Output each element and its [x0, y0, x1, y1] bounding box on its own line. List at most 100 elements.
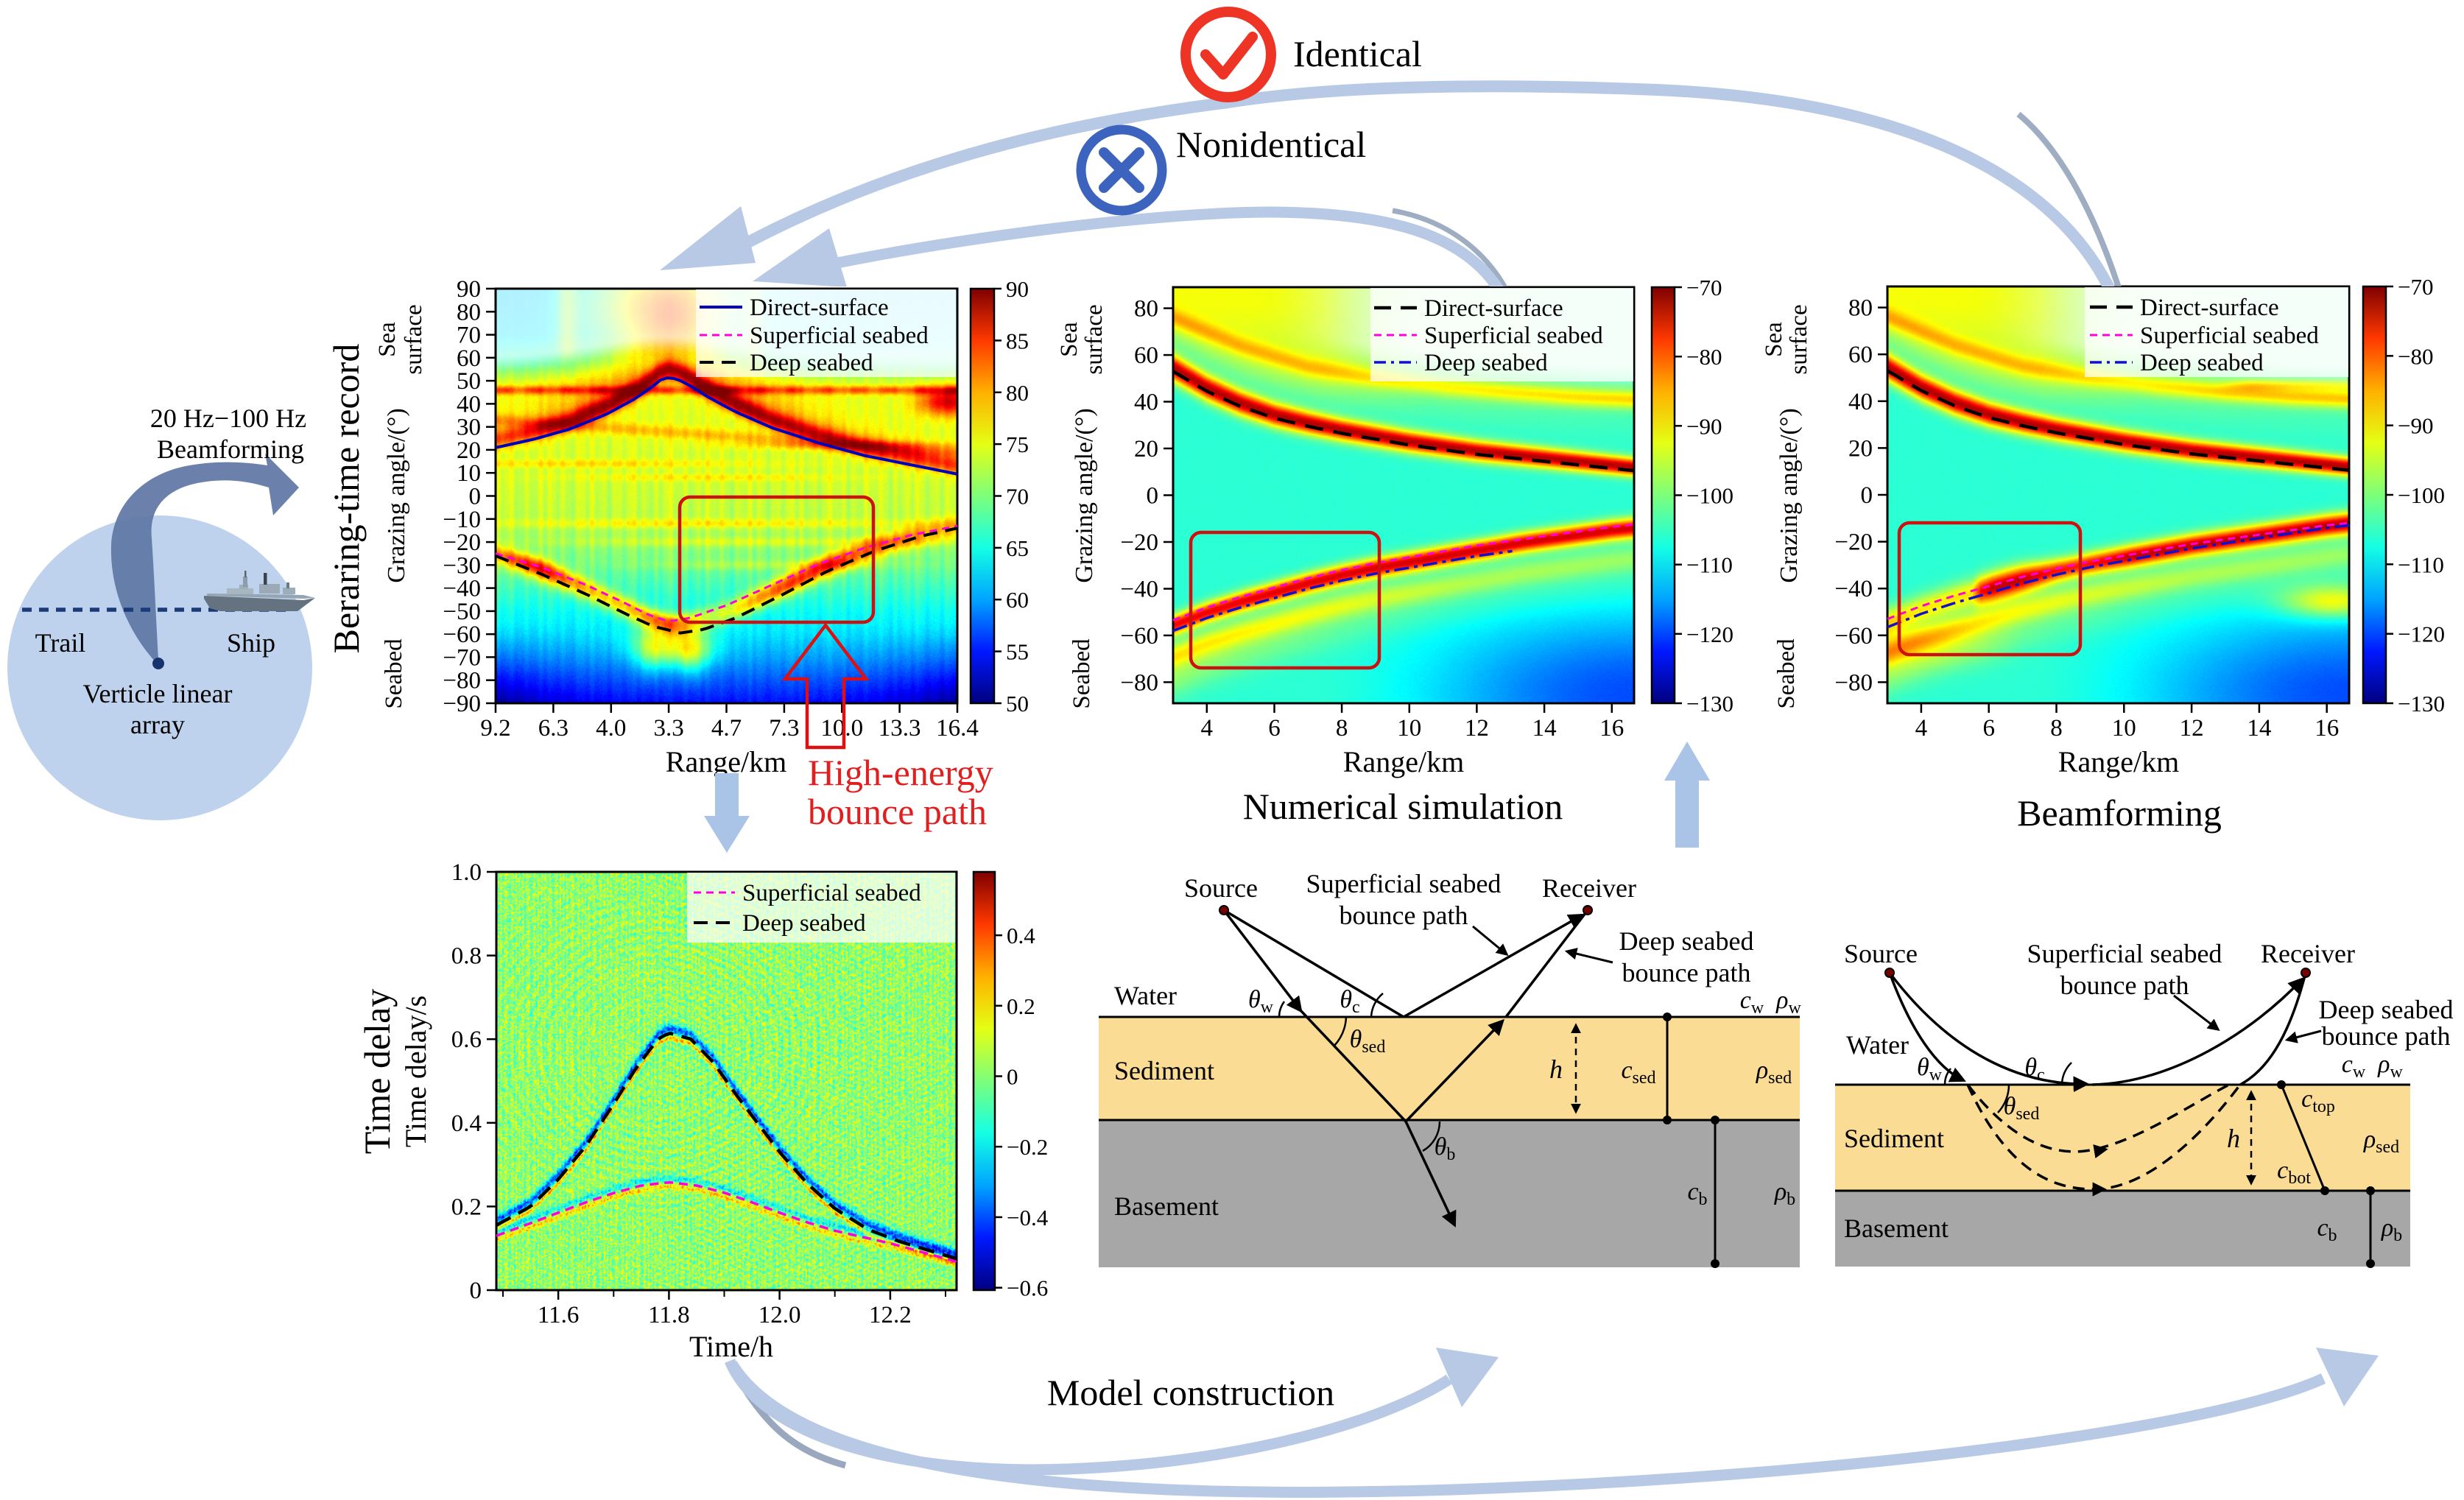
svg-text:85: 85	[1006, 328, 1029, 353]
svg-text:Nonidentical: Nonidentical	[1176, 124, 1366, 165]
svg-text:Water: Water	[1846, 1030, 1909, 1060]
svg-text:40: 40	[457, 391, 481, 418]
svg-text:−120: −120	[1686, 622, 1733, 647]
svg-text:Water: Water	[1114, 981, 1177, 1010]
svg-text:Grazing angle/(°): Grazing angle/(°)	[1071, 408, 1098, 582]
svg-text:0.2: 0.2	[1007, 993, 1035, 1019]
svg-text:30: 30	[457, 415, 481, 441]
svg-text:50: 50	[1006, 691, 1029, 716]
svg-text:50: 50	[457, 368, 481, 395]
svg-text:Deep seabed: Deep seabed	[1424, 350, 1548, 376]
svg-text:−80: −80	[1834, 669, 1873, 696]
svg-text:20: 20	[1134, 436, 1158, 462]
svg-text:bounce path: bounce path	[2322, 1021, 2451, 1051]
svg-text:−40: −40	[1120, 577, 1158, 603]
svg-text:Time delay: Time delay	[356, 989, 398, 1155]
svg-text:cbot: cbot	[2277, 1157, 2311, 1188]
svg-text:Direct-surface: Direct-surface	[1424, 295, 1563, 322]
svg-text:12: 12	[2180, 715, 2204, 742]
svg-text:bounce path: bounce path	[1622, 958, 1751, 987]
svg-text:Identical: Identical	[1293, 33, 1422, 74]
svg-text:0.2: 0.2	[451, 1194, 482, 1220]
svg-text:−80: −80	[2398, 343, 2433, 369]
svg-text:Direct-surface: Direct-surface	[750, 295, 889, 321]
svg-text:−90: −90	[1686, 413, 1722, 439]
svg-text:Time delay/s: Time delay/s	[399, 996, 432, 1147]
svg-text:Receiver: Receiver	[1542, 873, 1636, 903]
svg-text:Deep seabed: Deep seabed	[742, 910, 866, 937]
svg-text:ρb: ρb	[2381, 1214, 2402, 1245]
svg-text:Grazing angle/(°): Grazing angle/(°)	[383, 408, 410, 582]
svg-text:bounce path: bounce path	[808, 791, 987, 832]
svg-text:0.4: 0.4	[1007, 923, 1035, 948]
svg-text:9.2: 9.2	[480, 715, 510, 742]
svg-text:65: 65	[1006, 535, 1029, 561]
svg-text:−90: −90	[443, 691, 481, 717]
svg-text:6: 6	[1982, 715, 1995, 742]
svg-text:−110: −110	[1686, 552, 1733, 578]
svg-text:surface: surface	[1081, 304, 1108, 374]
svg-text:12.2: 12.2	[869, 1302, 912, 1328]
svg-text:ρw: ρw	[1775, 987, 1801, 1018]
svg-text:Verticle linear: Verticle linear	[83, 679, 233, 708]
svg-text:−40: −40	[443, 576, 481, 602]
svg-text:Ship: Ship	[227, 628, 275, 658]
svg-text:1.0: 1.0	[451, 859, 482, 886]
svg-text:0: 0	[469, 484, 482, 510]
svg-text:4: 4	[1201, 715, 1214, 742]
svg-text:Superficial seabed: Superficial seabed	[750, 323, 929, 349]
svg-text:bounce path: bounce path	[2060, 971, 2189, 1000]
svg-text:−100: −100	[2398, 482, 2445, 508]
svg-text:Sediment: Sediment	[1844, 1124, 1944, 1153]
svg-text:ρsed: ρsed	[1756, 1057, 1792, 1088]
svg-text:Beamforming: Beamforming	[157, 434, 304, 464]
svg-text:Deep seabed: Deep seabed	[2140, 350, 2264, 376]
svg-text:4: 4	[1915, 715, 1928, 742]
svg-text:−60: −60	[1120, 623, 1158, 649]
svg-text:40: 40	[1848, 389, 1873, 415]
svg-text:−0.6: −0.6	[1007, 1275, 1048, 1301]
svg-text:−70: −70	[2398, 274, 2433, 300]
svg-text:ρw: ρw	[2377, 1051, 2403, 1082]
svg-text:0: 0	[1861, 482, 1873, 509]
svg-text:Beamforming: Beamforming	[2017, 792, 2222, 834]
svg-text:Deep seabed: Deep seabed	[1619, 926, 1754, 956]
svg-text:Receiver: Receiver	[2261, 939, 2355, 968]
svg-text:Superficial seabed: Superficial seabed	[1424, 323, 1603, 349]
svg-text:Superficial seabed: Superficial seabed	[1306, 869, 1502, 898]
svg-text:cw: cw	[1740, 987, 1764, 1018]
svg-text:bounce path: bounce path	[1340, 901, 1468, 930]
svg-text:4.7: 4.7	[711, 715, 742, 742]
svg-text:12: 12	[1465, 715, 1489, 742]
svg-text:Range/km: Range/km	[2058, 745, 2179, 778]
svg-text:θw: θw	[1248, 986, 1274, 1017]
svg-text:−30: −30	[443, 552, 481, 579]
svg-text:−70: −70	[1686, 275, 1722, 300]
svg-text:60: 60	[457, 345, 481, 372]
svg-text:13.3: 13.3	[879, 715, 921, 742]
svg-text:90: 90	[1006, 276, 1029, 302]
svg-text:20: 20	[1848, 435, 1873, 462]
svg-text:6: 6	[1268, 715, 1281, 742]
svg-text:Beraring-time record: Beraring-time record	[325, 344, 367, 654]
svg-text:80: 80	[1006, 380, 1029, 406]
svg-text:−60: −60	[443, 622, 481, 648]
svg-text:−110: −110	[2398, 552, 2444, 577]
svg-text:Source: Source	[1184, 873, 1258, 903]
svg-text:ctop: ctop	[2301, 1085, 2335, 1116]
svg-text:Basement: Basement	[1844, 1214, 1949, 1243]
svg-text:cb: cb	[2317, 1214, 2337, 1245]
svg-text:Basement: Basement	[1114, 1191, 1219, 1221]
svg-text:−80: −80	[1120, 669, 1158, 696]
svg-text:cb: cb	[1687, 1178, 1707, 1209]
svg-text:Deep seabed: Deep seabed	[750, 350, 873, 376]
svg-text:−20: −20	[1120, 529, 1158, 556]
svg-text:−90: −90	[2398, 413, 2433, 439]
svg-text:0: 0	[1147, 483, 1159, 510]
svg-text:60: 60	[1006, 587, 1029, 613]
svg-text:surface: surface	[401, 304, 427, 374]
svg-text:80: 80	[1134, 296, 1158, 323]
svg-text:array: array	[130, 710, 185, 739]
svg-text:0.4: 0.4	[451, 1110, 482, 1137]
svg-text:14: 14	[2247, 715, 2271, 742]
